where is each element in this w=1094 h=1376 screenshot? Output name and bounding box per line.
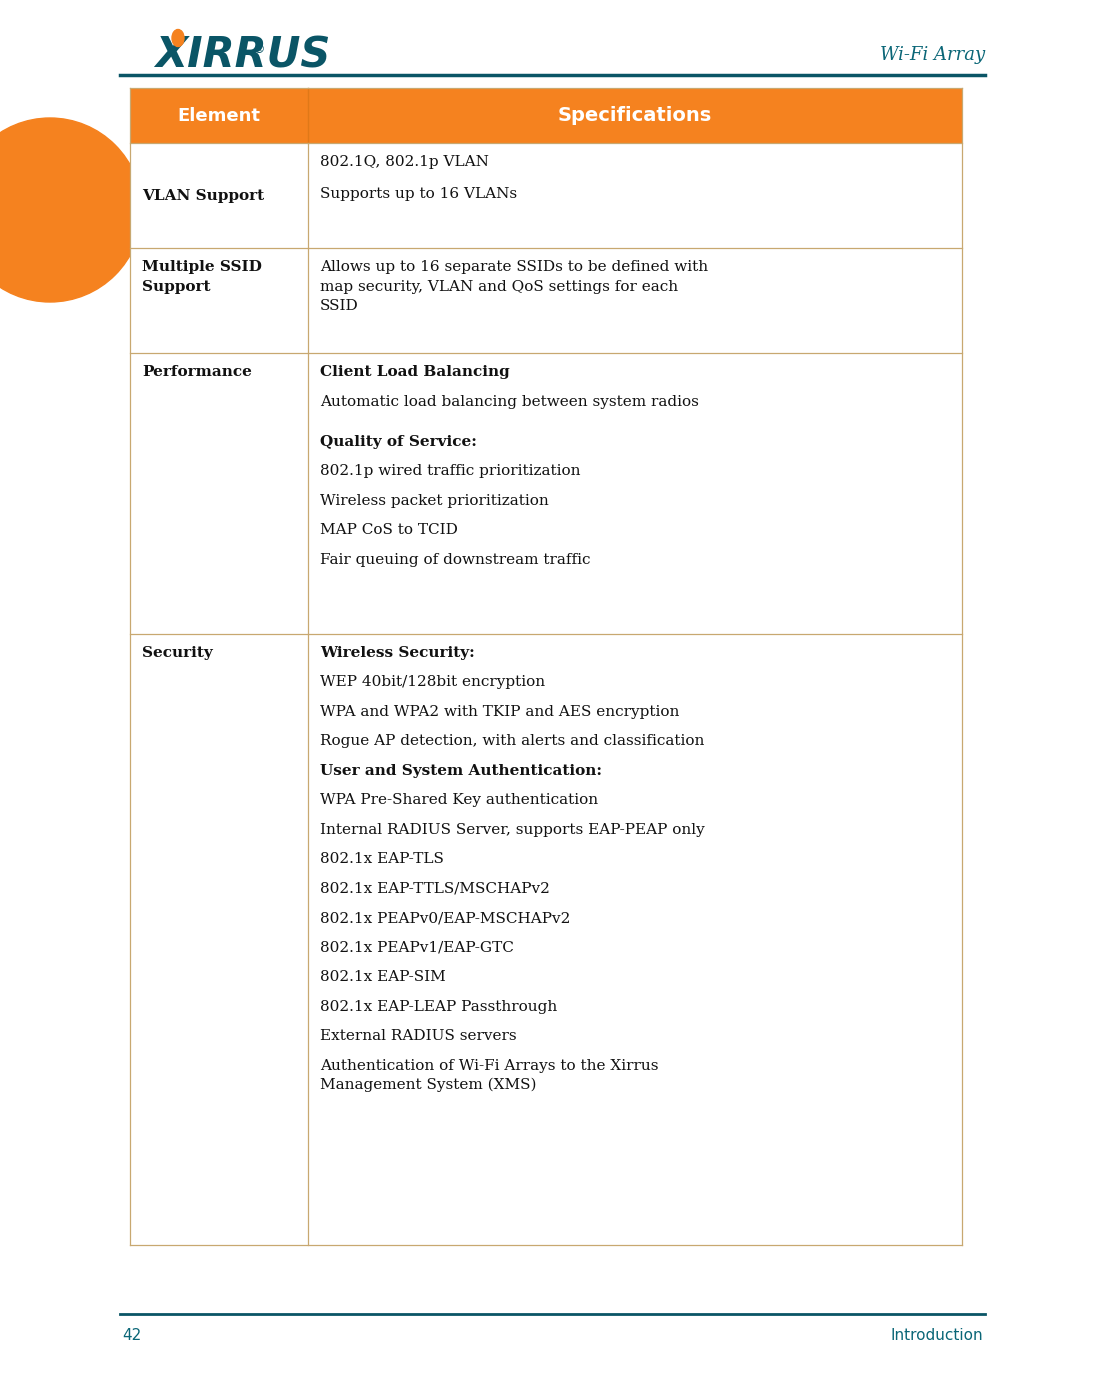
Text: XIRRUS: XIRRUS — [155, 34, 330, 76]
Text: ®: ® — [252, 44, 265, 56]
Text: User and System Authentication:: User and System Authentication: — [321, 764, 602, 777]
Bar — [130, 88, 962, 143]
Text: Rogue AP detection, with alerts and classification: Rogue AP detection, with alerts and clas… — [321, 735, 705, 749]
Text: 802.1x EAP-TTLS/MSCHAPv2: 802.1x EAP-TTLS/MSCHAPv2 — [321, 882, 550, 896]
Bar — [130, 634, 962, 1245]
Text: Allows up to 16 separate SSIDs to be defined with
map security, VLAN and QoS set: Allows up to 16 separate SSIDs to be def… — [321, 260, 708, 314]
Text: Multiple SSID
Support: Multiple SSID Support — [142, 260, 261, 294]
Text: MAP CoS to TCID: MAP CoS to TCID — [321, 523, 458, 537]
Text: Client Load Balancing: Client Load Balancing — [321, 366, 510, 380]
Bar — [130, 143, 962, 248]
Text: Element: Element — [177, 106, 260, 125]
Text: Wireless Security:: Wireless Security: — [321, 645, 475, 660]
Text: 802.1x EAP-TLS: 802.1x EAP-TLS — [321, 853, 444, 867]
Text: WPA Pre-Shared Key authentication: WPA Pre-Shared Key authentication — [321, 794, 598, 808]
Text: Introduction: Introduction — [891, 1328, 984, 1343]
Text: Quality of Service:: Quality of Service: — [321, 435, 477, 449]
Text: 802.1Q, 802.1p VLAN: 802.1Q, 802.1p VLAN — [321, 155, 489, 169]
Text: Supports up to 16 VLANs: Supports up to 16 VLANs — [321, 187, 517, 201]
Bar — [130, 354, 962, 634]
Text: Specifications: Specifications — [558, 106, 712, 125]
Text: Automatic load balancing between system radios: Automatic load balancing between system … — [321, 395, 699, 409]
Text: 802.1p wired traffic prioritization: 802.1p wired traffic prioritization — [321, 464, 581, 479]
Text: 802.1x PEAPv1/EAP-GTC: 802.1x PEAPv1/EAP-GTC — [321, 941, 514, 955]
Text: 802.1x EAP-SIM: 802.1x EAP-SIM — [321, 970, 445, 984]
Text: 42: 42 — [123, 1328, 141, 1343]
Text: Authentication of Wi-Fi Arrays to the Xirrus
Management System (XMS): Authentication of Wi-Fi Arrays to the Xi… — [321, 1060, 659, 1093]
Text: 802.1x PEAPv0/EAP-MSCHAPv2: 802.1x PEAPv0/EAP-MSCHAPv2 — [321, 911, 570, 926]
Text: Internal RADIUS Server, supports EAP-PEAP only: Internal RADIUS Server, supports EAP-PEA… — [321, 823, 705, 837]
Bar — [130, 248, 962, 354]
Text: Wi-Fi Array: Wi-Fi Array — [880, 45, 985, 65]
Text: VLAN Support: VLAN Support — [142, 189, 264, 202]
Text: 802.1x EAP-LEAP Passthrough: 802.1x EAP-LEAP Passthrough — [321, 1000, 557, 1014]
Text: WPA and WPA2 with TKIP and AES encryption: WPA and WPA2 with TKIP and AES encryptio… — [321, 705, 679, 718]
Text: WEP 40bit/128bit encryption: WEP 40bit/128bit encryption — [321, 676, 545, 689]
Ellipse shape — [172, 29, 184, 47]
Text: Performance: Performance — [142, 366, 252, 380]
Circle shape — [0, 118, 142, 301]
Text: Fair queuing of downstream traffic: Fair queuing of downstream traffic — [321, 553, 591, 567]
Text: Security: Security — [142, 645, 212, 660]
Text: External RADIUS servers: External RADIUS servers — [321, 1029, 516, 1043]
Text: Wireless packet prioritization: Wireless packet prioritization — [321, 494, 549, 508]
